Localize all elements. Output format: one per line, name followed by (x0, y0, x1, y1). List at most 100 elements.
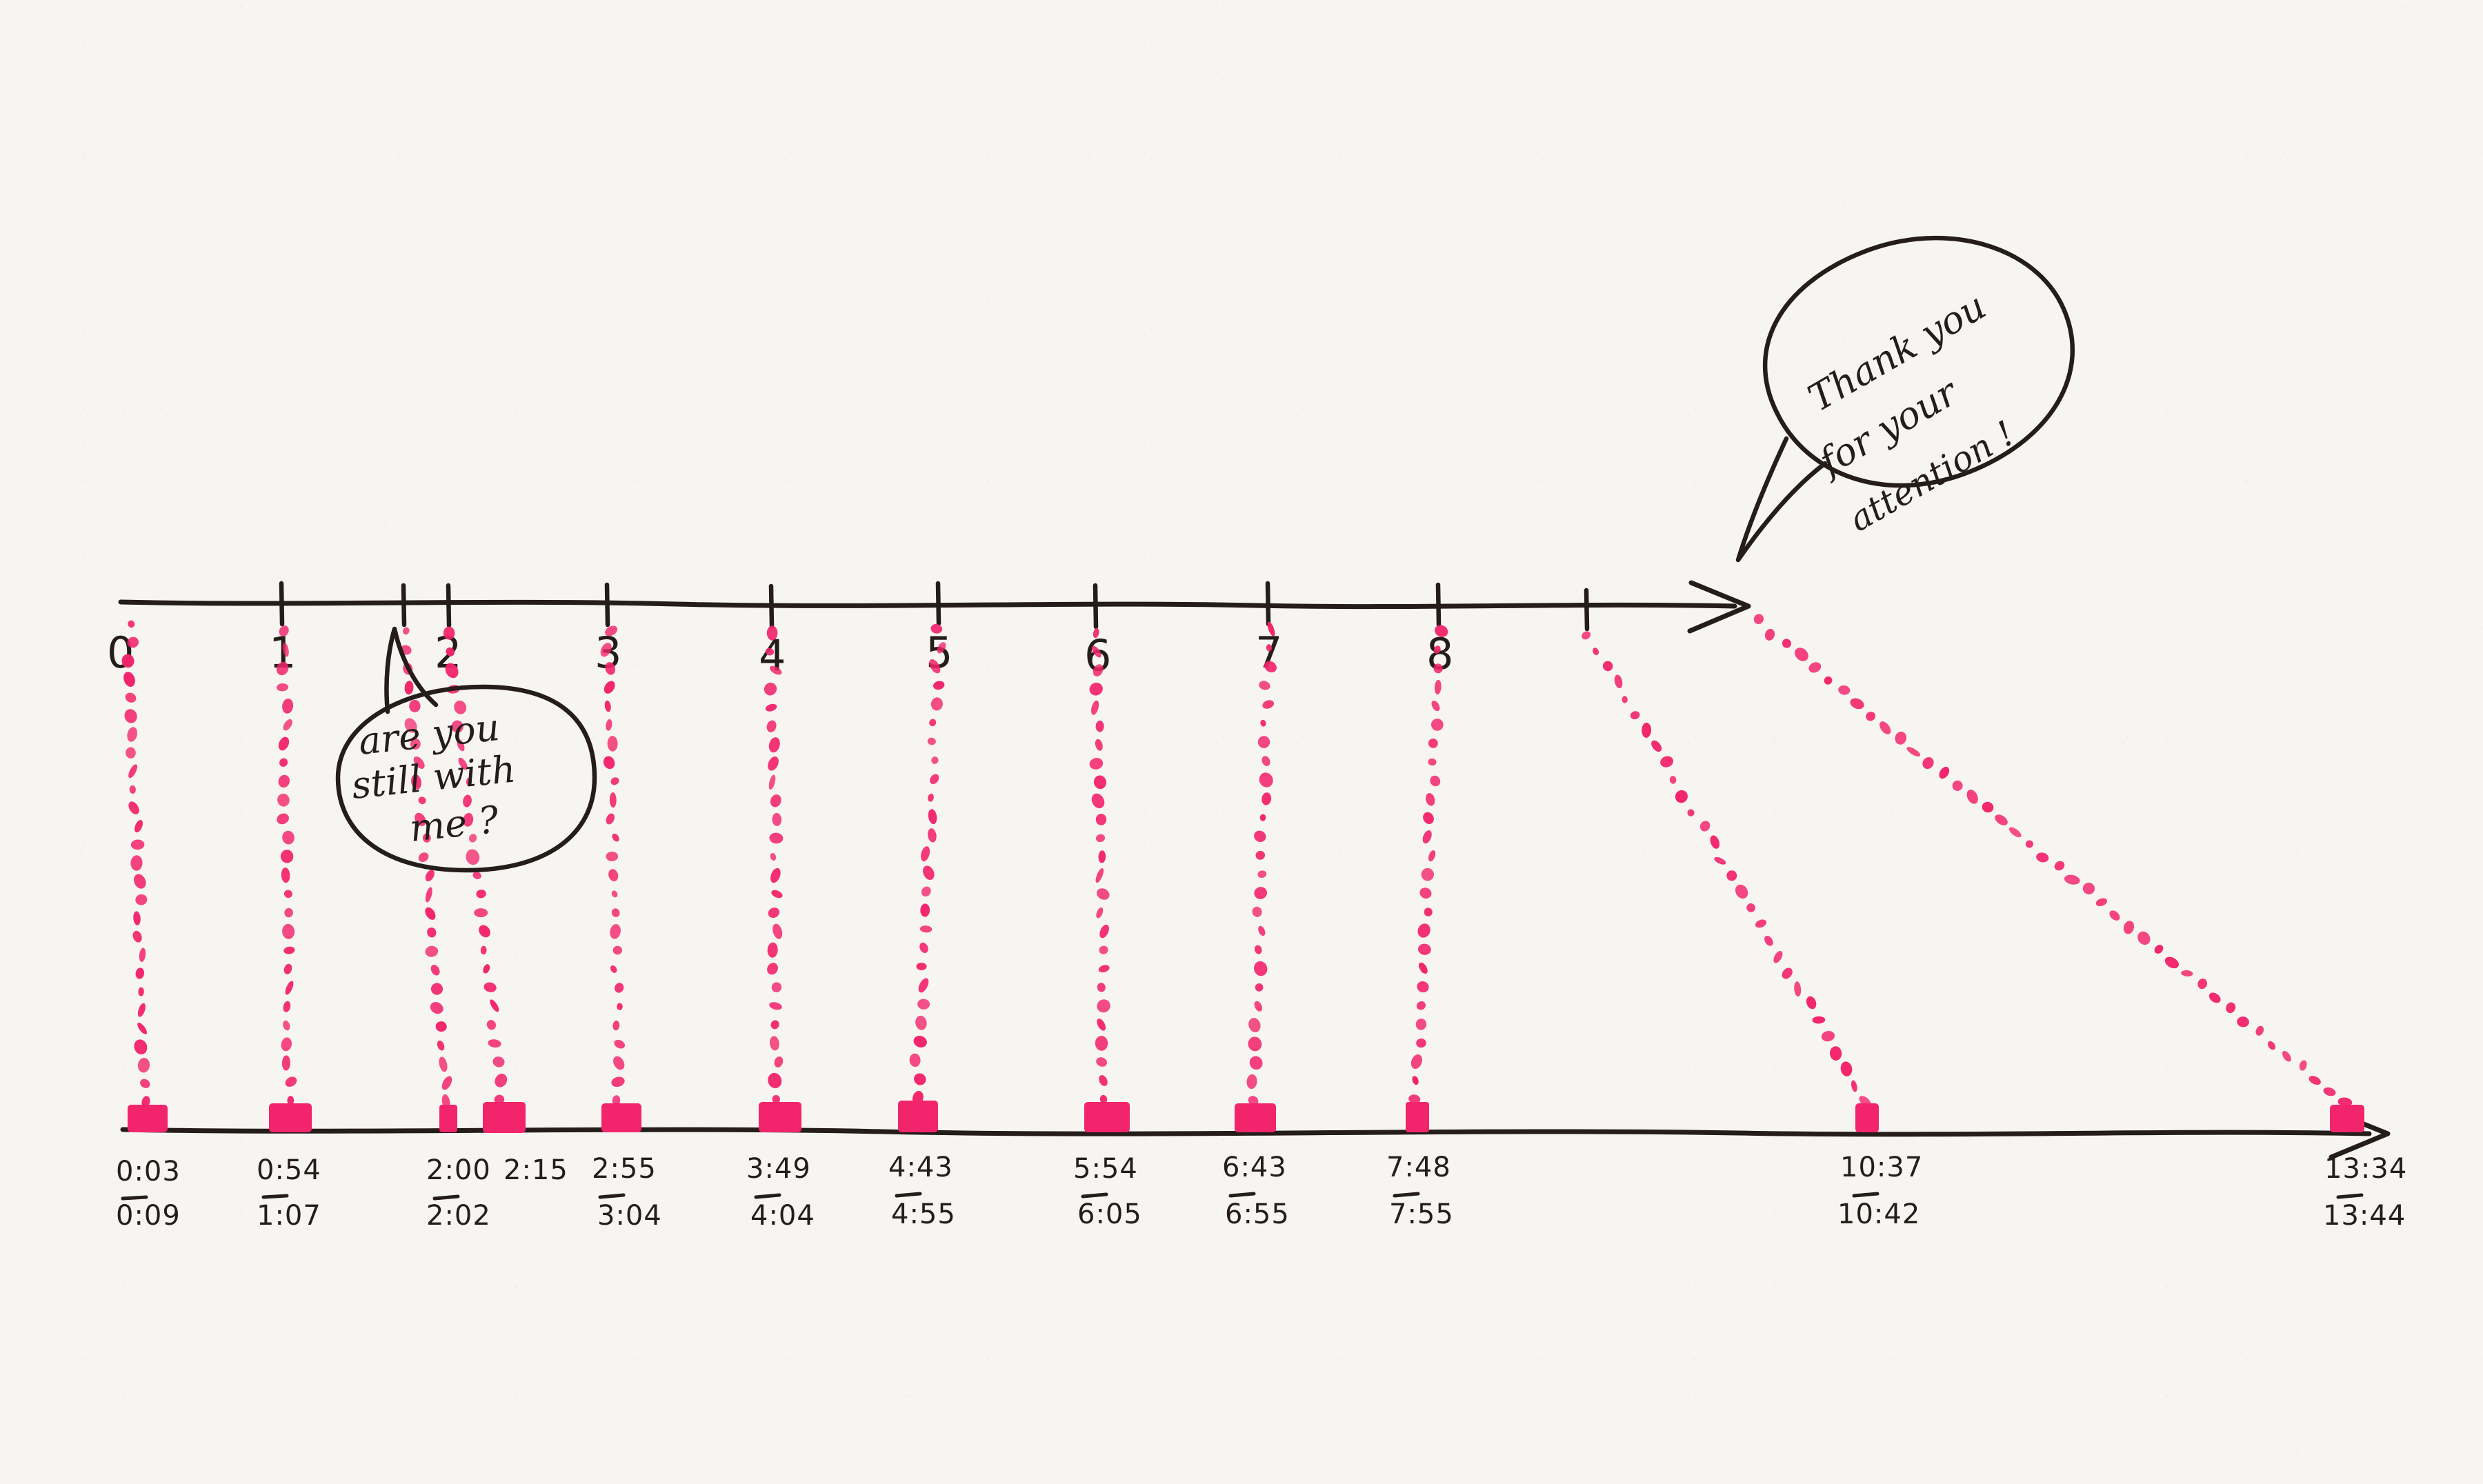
connector-dot (1795, 648, 1808, 661)
connector-dot (1408, 1094, 1421, 1104)
connector-dot (919, 925, 933, 933)
connector-dot (2109, 910, 2120, 921)
connector-dot (2237, 1016, 2249, 1027)
top-axis-arrowhead (1687, 580, 1751, 634)
connector-dot (2299, 1060, 2307, 1071)
connector-dot (466, 849, 480, 865)
connector-dot (1602, 661, 1613, 672)
connector-dot (1746, 903, 1755, 912)
connector-dot (929, 659, 941, 674)
connector-dot (1419, 888, 1432, 899)
connector-dot (128, 620, 135, 628)
connector-dot (765, 648, 775, 656)
connector-dot (2082, 882, 2095, 895)
connector-dot (610, 923, 621, 939)
connector-dot (427, 927, 437, 938)
connector-3 (600, 625, 626, 1106)
connector-dot (418, 852, 429, 863)
connector-dot (1262, 756, 1270, 766)
connector-dot (1614, 674, 1623, 689)
connector-dot (614, 1039, 626, 1049)
connector-dot (933, 681, 945, 690)
connector-dot (607, 736, 618, 752)
top-tick-2a (401, 583, 407, 628)
connector-dot (1248, 1096, 1259, 1105)
connector-dot (425, 907, 436, 920)
connector-dot (124, 709, 137, 723)
connector-dot (768, 774, 776, 790)
connector-dot (123, 672, 135, 687)
connector-dot (1266, 644, 1273, 652)
connector-dot (1410, 1054, 1422, 1070)
connector-dot (1906, 747, 1921, 757)
connector-dot (1753, 614, 1764, 625)
time-label-5-top: 4:43 (888, 1152, 953, 1183)
connector-dot (2197, 978, 2208, 990)
connector-dot (1669, 776, 1677, 784)
connector-dot (1687, 809, 1695, 816)
connector-dot (1096, 907, 1104, 919)
connector-dot (1089, 757, 1104, 770)
connector-dot (1433, 645, 1441, 654)
time-label-4-top: 3:49 (746, 1153, 811, 1185)
connector-dot (139, 947, 146, 962)
connector-dot (1099, 945, 1108, 954)
time-label-3-top: 2:55 (592, 1153, 657, 1185)
connector-dot (1582, 631, 1591, 640)
connector-dot (454, 700, 467, 714)
connector-dot (1091, 793, 1105, 809)
connector-dot (127, 636, 139, 648)
connector-dot (430, 965, 440, 976)
connector-5 (909, 623, 946, 1105)
time-label-2-bottom: 2:02 (426, 1200, 491, 1232)
connector-dot (1254, 830, 1266, 843)
connector-dot (771, 890, 783, 899)
connector-dot (1421, 868, 1435, 881)
connector-dot (282, 830, 295, 845)
connector-dot (283, 1001, 291, 1012)
time-marker-2b (483, 1102, 526, 1133)
connector-dot (612, 945, 622, 955)
connector-dot (930, 697, 943, 711)
connector-dot (451, 720, 463, 733)
connector-dot (766, 625, 778, 641)
connector-dot (2337, 1097, 2353, 1107)
connector-dot (121, 654, 134, 668)
time-label-0-dash (121, 1195, 148, 1201)
time-label-4-dash (754, 1193, 781, 1199)
connector-dot (2309, 1076, 2321, 1085)
connector-dot (1099, 924, 1109, 939)
connector-dot (437, 1040, 445, 1051)
time-label-1-dash (261, 1194, 289, 1199)
connector-dot (1089, 682, 1103, 696)
connector-dot (278, 774, 290, 788)
time-label-4-bottom: 4:04 (750, 1200, 815, 1232)
connector-dot (138, 987, 144, 996)
connector-dot (612, 833, 619, 842)
connector-dot (492, 1056, 505, 1067)
connector-dot (133, 911, 141, 925)
connector-dot (1097, 983, 1106, 992)
connector-dot (617, 1003, 623, 1010)
connector-dot (764, 682, 777, 696)
connector-dot (283, 890, 292, 899)
connector-dot (415, 812, 426, 827)
top-axis-label-0: 0 (107, 628, 134, 678)
connector-dot (1895, 731, 1907, 745)
time-label-end-bottom: 13:44 (2323, 1200, 2406, 1232)
connector-dot (445, 663, 459, 679)
connector-dot (1794, 981, 1802, 997)
connector-dot (1710, 835, 1720, 849)
top-axis-line (118, 599, 1737, 610)
time-marker-0 (128, 1105, 168, 1132)
top-tick-1 (279, 581, 285, 627)
connector-dot (278, 736, 290, 751)
connector-dot (1095, 720, 1104, 732)
connector-dot (435, 1021, 447, 1032)
connector-dot (1714, 856, 1726, 865)
connector-dot (770, 794, 781, 808)
connector-dot (277, 793, 290, 807)
time-label-7-dash (1228, 1192, 1256, 1198)
connector-dot (2164, 956, 2179, 969)
connector-dot (1764, 628, 1775, 641)
